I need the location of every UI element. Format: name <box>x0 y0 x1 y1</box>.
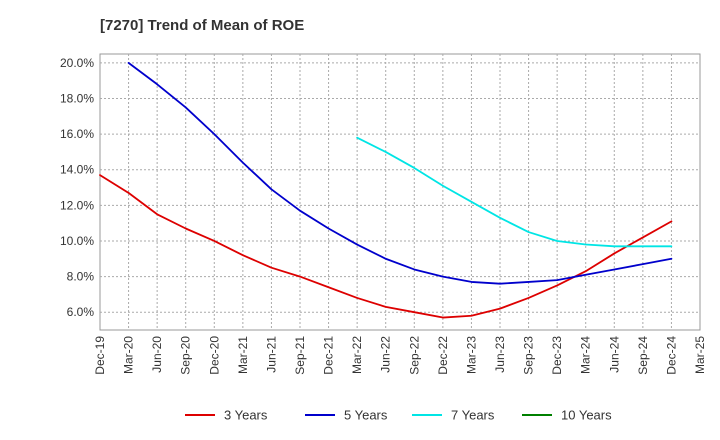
x-tick-label: Jun-24 <box>607 336 621 373</box>
series-lines <box>99 62 673 319</box>
x-tick-label: Jun-20 <box>150 336 164 373</box>
x-tick-label: Dec-22 <box>436 336 450 375</box>
legend-label: 3 Years <box>224 408 268 423</box>
series-line-7-years <box>356 136 673 248</box>
y-tick-label: 14.0% <box>60 163 94 177</box>
legend: 3 Years 5 Years 7 Years 10 Years <box>185 408 612 423</box>
y-tick-label: 20.0% <box>60 56 94 70</box>
x-tick-label: Dec-23 <box>550 336 564 375</box>
chart-title: [7270] Trend of Mean of ROE <box>100 17 304 34</box>
x-tick-label: Mar-23 <box>464 336 478 374</box>
x-tick-label: Dec-20 <box>207 336 221 375</box>
x-tick-label: Mar-20 <box>122 336 136 374</box>
x-tick-label: Jun-21 <box>264 336 278 373</box>
x-tick-label: Mar-24 <box>579 336 593 374</box>
y-tick-label: 6.0% <box>67 305 95 319</box>
x-tick-label: Sep-21 <box>293 336 307 375</box>
legend-label: 10 Years <box>561 408 612 423</box>
x-tick-label: Jun-22 <box>379 336 393 373</box>
y-tick-label: 10.0% <box>60 234 94 248</box>
y-tick-label: 18.0% <box>60 92 94 106</box>
x-tick-label: Mar-25 <box>693 336 707 374</box>
x-tick-label: Mar-22 <box>350 336 364 374</box>
x-tick-label: Dec-19 <box>93 336 107 375</box>
x-tick-label: Mar-21 <box>236 336 250 374</box>
x-tick-label: Sep-23 <box>522 336 536 375</box>
x-tick-label: Dec-24 <box>664 336 678 375</box>
x-tick-label: Jun-23 <box>493 336 507 373</box>
plot-area <box>99 53 701 331</box>
x-tick-label: Sep-20 <box>179 336 193 375</box>
y-axis-ticks: 6.0% 8.0% 10.0% 12.0% 14.0% 16.0% 18.0% 20.0% <box>60 56 94 319</box>
x-tick-label: Sep-22 <box>407 336 421 375</box>
series-line-5-years <box>127 62 673 285</box>
legend-label: 5 Years <box>344 408 388 423</box>
legend-label: 7 Years <box>451 408 495 423</box>
y-tick-label: 16.0% <box>60 127 94 141</box>
y-tick-label: 12.0% <box>60 198 94 212</box>
x-tick-label: Dec-21 <box>322 336 336 375</box>
y-tick-label: 8.0% <box>67 270 95 284</box>
x-tick-label: Sep-24 <box>636 336 650 375</box>
x-axis-ticks: Dec-19 Mar-20 Jun-20 Sep-20 Dec-20 Mar-21 Jun-… <box>93 336 707 375</box>
